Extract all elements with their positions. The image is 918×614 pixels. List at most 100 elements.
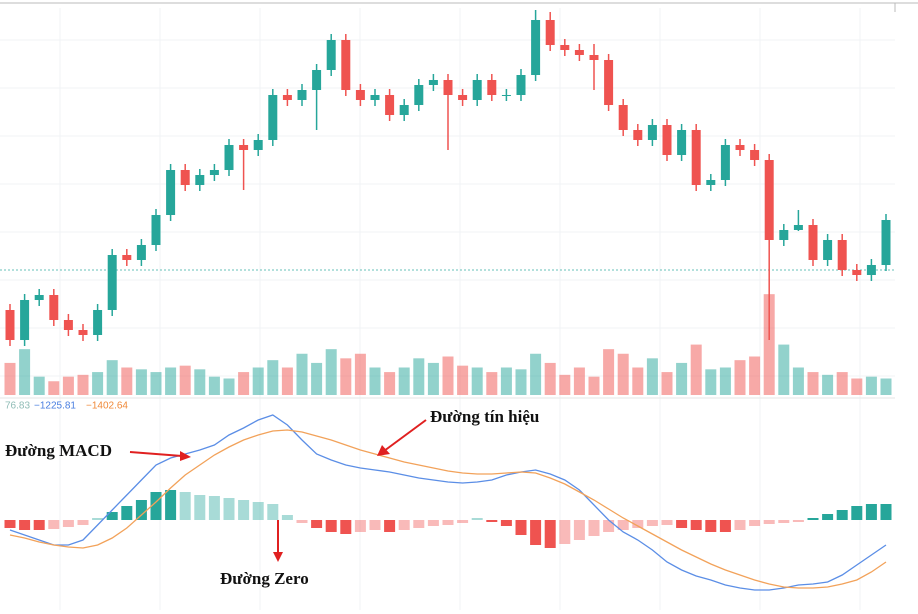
- candle-body: [122, 255, 132, 260]
- volume-bar: [661, 372, 673, 395]
- histogram-bar: [661, 520, 673, 525]
- candle-body: [735, 145, 745, 150]
- volume-bar: [880, 378, 892, 395]
- candle-body: [385, 95, 395, 115]
- volume-bar: [281, 367, 293, 395]
- volume-bar: [778, 344, 790, 395]
- histogram-bar: [792, 520, 804, 522]
- histogram-bar: [719, 520, 731, 532]
- candle-body: [691, 130, 701, 185]
- candle-body: [297, 90, 307, 100]
- histogram-bar: [880, 504, 892, 520]
- volume-bar: [413, 358, 425, 395]
- candle-body: [34, 295, 44, 300]
- volume-bar: [763, 294, 775, 395]
- histogram-bar: [19, 520, 31, 530]
- candle-body: [677, 130, 687, 155]
- candle-body: [516, 75, 526, 95]
- volume-bar: [544, 362, 556, 395]
- volume-bar: [427, 362, 439, 395]
- volume-bar: [573, 367, 585, 395]
- volume-bar: [646, 358, 658, 395]
- histogram-bar: [603, 520, 615, 532]
- volume-bar: [690, 344, 702, 395]
- candle-body: [93, 310, 103, 335]
- candle-body: [633, 130, 643, 140]
- candle-body: [589, 55, 599, 60]
- volume-bar: [208, 376, 220, 395]
- volume-bar: [792, 367, 804, 395]
- candle-body: [808, 225, 818, 260]
- histogram-bar: [354, 520, 366, 532]
- candle-body: [107, 255, 117, 310]
- candle-body: [881, 220, 891, 265]
- candle-body: [823, 240, 833, 260]
- volume-bar: [325, 349, 337, 395]
- histogram-bar: [121, 506, 133, 520]
- volume-bar: [442, 356, 454, 395]
- volume-bar: [311, 362, 323, 395]
- volume-bar: [354, 353, 366, 395]
- histogram-bar: [500, 520, 512, 526]
- volume-bar: [500, 367, 512, 395]
- histogram-bar: [851, 506, 863, 520]
- candle-body: [472, 80, 482, 100]
- volume-bar: [384, 372, 396, 395]
- histogram-bar: [544, 520, 556, 548]
- candle-body: [78, 330, 88, 335]
- volume-bar: [632, 367, 644, 395]
- volume-bar: [340, 358, 352, 395]
- histogram-bar: [179, 492, 191, 520]
- histogram-bar: [4, 520, 16, 528]
- volume-bar: [676, 362, 688, 395]
- volume-bar: [77, 374, 89, 395]
- histogram-bar: [442, 520, 454, 525]
- histogram-bar: [194, 495, 206, 520]
- candle-body: [399, 105, 409, 115]
- volume-bar: [836, 372, 848, 395]
- candle-body: [662, 125, 672, 155]
- histogram-bar: [281, 515, 293, 520]
- macd-line: [9, 414, 887, 591]
- candle-body: [764, 160, 774, 240]
- histogram-bar: [471, 518, 483, 520]
- volume-bar: [135, 369, 147, 395]
- volume-bar: [121, 367, 133, 395]
- histogram-bar: [384, 520, 396, 532]
- header-value: 76.83: [5, 401, 30, 412]
- candle-body: [793, 225, 803, 230]
- volume-bar: [296, 353, 308, 395]
- histogram-bar: [62, 520, 74, 527]
- volume-bar: [705, 369, 717, 395]
- candle-body: [866, 265, 876, 275]
- histogram-bar: [515, 520, 527, 535]
- candle-body: [224, 145, 234, 170]
- histogram-bar: [252, 502, 264, 520]
- candle-body: [20, 300, 30, 340]
- volume-bar: [33, 376, 45, 395]
- candle-body: [370, 95, 380, 100]
- candle-body: [355, 90, 365, 100]
- histogram-bar: [77, 520, 89, 525]
- candle-body: [209, 170, 219, 175]
- candle-body: [414, 85, 424, 105]
- volume-bar: [530, 353, 542, 395]
- histogram-bar: [690, 520, 702, 530]
- histogram-bar: [822, 514, 834, 520]
- volume-bar: [865, 376, 877, 395]
- volume-bar: [4, 362, 16, 395]
- candle-body: [326, 40, 336, 70]
- histogram-bar: [559, 520, 571, 544]
- candle-body: [531, 20, 541, 75]
- histogram-bar: [807, 518, 819, 520]
- candle-body: [574, 50, 584, 55]
- candle-body: [604, 60, 614, 105]
- candle-body: [166, 170, 176, 215]
- histogram-bar: [48, 520, 60, 529]
- histogram-bar: [106, 512, 118, 520]
- candle-body: [647, 125, 657, 140]
- volume-bar: [719, 367, 731, 395]
- candle-body: [5, 310, 15, 340]
- histogram-bar: [135, 500, 147, 520]
